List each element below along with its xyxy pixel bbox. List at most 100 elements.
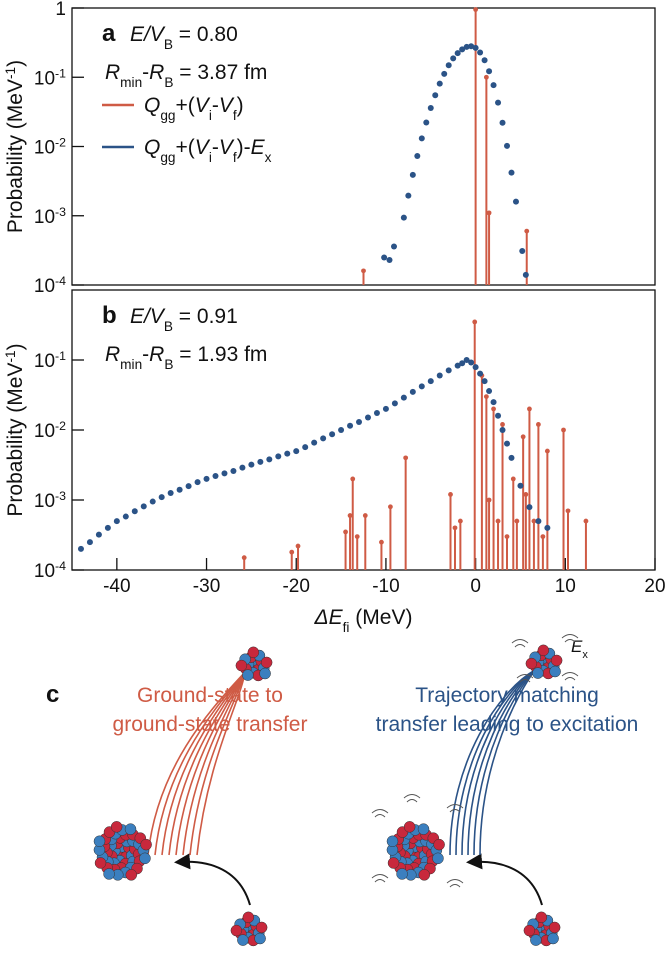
legend-label: Qgg+(Vi-Vf)-Ex xyxy=(144,136,272,165)
nucleon xyxy=(535,911,548,924)
point xyxy=(427,378,434,385)
point xyxy=(436,80,443,87)
vibration-mark xyxy=(403,794,421,803)
text-run: f xyxy=(233,150,237,165)
nucleon xyxy=(124,823,137,835)
point xyxy=(418,135,425,142)
text-run: = 0.91 xyxy=(173,305,238,328)
stem-head xyxy=(495,518,501,524)
text-run: 10 xyxy=(34,276,55,297)
point xyxy=(445,367,452,374)
nucleus xyxy=(93,821,152,881)
text-run: -3 xyxy=(55,489,66,503)
text-run: V xyxy=(219,94,235,117)
point xyxy=(140,503,147,510)
x-tick-label: -40 xyxy=(103,576,130,597)
annotation: E/VB = 0.91 xyxy=(130,305,238,334)
text-run: x xyxy=(582,649,588,661)
y-tick-label: 1 xyxy=(55,0,66,20)
point xyxy=(409,171,416,178)
text-run: -1 xyxy=(55,66,66,80)
vibration-mark xyxy=(511,639,529,648)
point xyxy=(158,494,165,501)
vibration-mark xyxy=(561,672,579,681)
vibration-mark xyxy=(371,874,389,883)
text-run: -2 xyxy=(55,419,66,433)
point xyxy=(284,450,291,457)
point xyxy=(113,518,120,525)
point xyxy=(432,92,439,99)
text-run: gg xyxy=(160,150,175,165)
point xyxy=(504,440,511,447)
point xyxy=(418,383,425,390)
nucleus xyxy=(523,911,561,947)
text-run: Probability (MeV xyxy=(4,363,27,517)
arrow xyxy=(174,853,251,906)
nucleon xyxy=(110,821,123,833)
nucleon xyxy=(242,669,254,681)
stem-head xyxy=(500,422,505,427)
trajectory xyxy=(154,671,246,856)
point xyxy=(512,198,519,205)
trajectory xyxy=(161,671,246,856)
y-tick-label: 10-2 xyxy=(34,136,66,159)
stem-head xyxy=(289,549,295,555)
panel-c-title: ground-state transfer xyxy=(113,713,308,736)
point xyxy=(338,427,345,433)
point xyxy=(405,192,412,199)
point xyxy=(450,55,457,62)
point xyxy=(176,486,183,493)
nucleus xyxy=(230,911,268,947)
point xyxy=(266,456,273,463)
stem-head xyxy=(362,513,368,518)
text-run: V xyxy=(195,136,211,159)
text-run: fi xyxy=(343,620,350,635)
panel-label: c xyxy=(46,681,59,708)
text-run: -2 xyxy=(55,136,66,150)
point xyxy=(490,399,497,406)
point xyxy=(364,414,371,421)
nucleon xyxy=(247,646,260,659)
text-run: - xyxy=(212,136,219,159)
nucleon xyxy=(103,868,115,880)
nucleon xyxy=(254,932,266,945)
trajectory xyxy=(175,671,246,856)
text-run: ) xyxy=(237,94,244,117)
nucleon xyxy=(125,869,138,881)
text-run: -1 xyxy=(3,350,18,362)
point xyxy=(517,482,524,489)
point xyxy=(381,254,388,261)
text-run: i xyxy=(209,150,212,165)
stem-head xyxy=(483,74,489,80)
point xyxy=(436,372,443,379)
vibration-mark xyxy=(561,634,579,643)
nucleon xyxy=(242,911,255,924)
point xyxy=(131,508,138,515)
trajectory xyxy=(168,671,246,856)
point xyxy=(481,378,488,385)
point xyxy=(459,46,466,53)
text-run: -1 xyxy=(55,349,66,363)
y-tick-label: 10-1 xyxy=(34,66,66,89)
text-run: 10 xyxy=(34,421,55,442)
vibration-mark xyxy=(446,879,464,888)
stem-head xyxy=(527,406,532,412)
y-tick-label: 10-3 xyxy=(34,489,66,512)
point xyxy=(508,454,515,461)
text-run: ) xyxy=(4,60,27,67)
stem-head xyxy=(531,518,537,524)
nucleon xyxy=(93,835,106,848)
text-run: R xyxy=(105,343,120,366)
text-run: E xyxy=(251,136,266,159)
y-tick-label: 10-4 xyxy=(34,274,66,297)
point xyxy=(472,44,479,51)
stem-head xyxy=(403,455,409,461)
point xyxy=(472,364,479,371)
text-run: f xyxy=(233,108,237,123)
text-run: gg xyxy=(160,108,175,123)
stem-head xyxy=(354,534,360,540)
text-run: E xyxy=(130,305,145,328)
y-tick-label: 10-3 xyxy=(34,205,66,228)
nucleon xyxy=(403,821,416,833)
